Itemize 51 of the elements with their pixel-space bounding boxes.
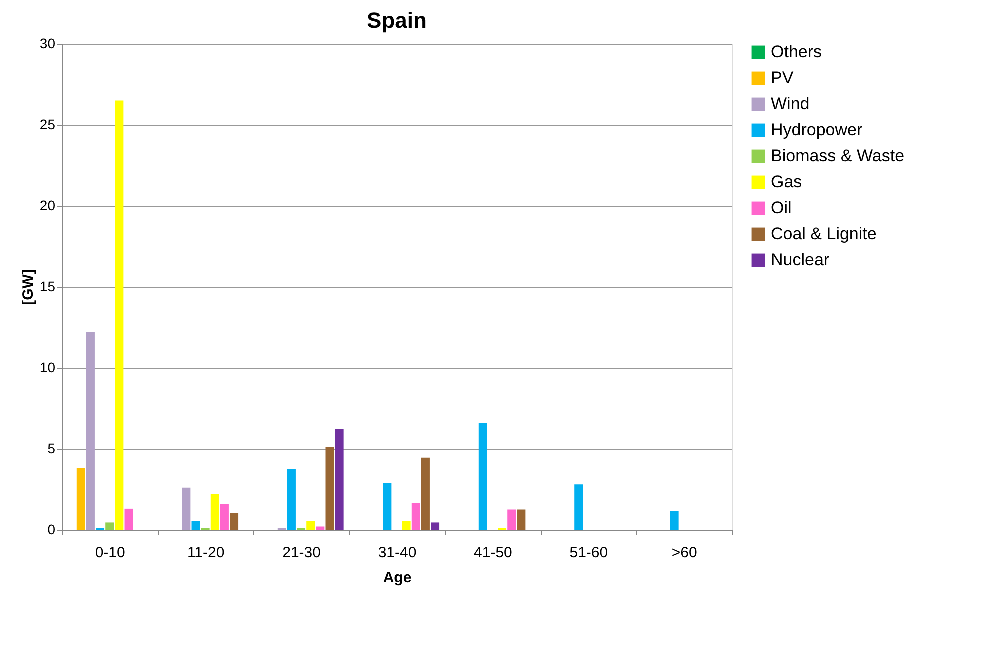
bar xyxy=(287,469,296,530)
x-tick-label: 31-40 xyxy=(378,544,417,562)
y-tick-label: 0 xyxy=(48,522,56,538)
bar xyxy=(478,423,488,530)
bar xyxy=(124,508,134,530)
legend-label: Others xyxy=(771,42,822,62)
x-tick-label: 51-60 xyxy=(570,544,608,562)
legend-label: Wind xyxy=(771,94,810,114)
bar xyxy=(192,521,200,530)
legend-label: PV xyxy=(771,68,794,88)
bar xyxy=(412,503,420,530)
x-tick-label: 41-50 xyxy=(474,544,512,562)
y-tick-label: 25 xyxy=(40,116,56,132)
bar xyxy=(230,512,239,530)
bar xyxy=(86,332,95,530)
bar xyxy=(326,447,334,530)
y-tick-label: 20 xyxy=(40,198,56,214)
bar xyxy=(402,521,411,530)
bar xyxy=(508,510,516,530)
y-tick-label: 10 xyxy=(40,360,56,376)
bar xyxy=(220,504,229,530)
y-tick-label: 15 xyxy=(40,278,56,294)
legend-label: Nuclear xyxy=(771,250,830,270)
bar xyxy=(574,484,584,530)
legend-label: Hydropower xyxy=(771,120,863,140)
bar xyxy=(106,522,114,530)
bar xyxy=(383,483,392,530)
chart-title: Spain xyxy=(367,8,427,33)
legend-label: Biomass & Waste xyxy=(771,146,905,166)
bar xyxy=(670,511,679,530)
bar xyxy=(421,458,430,530)
x-axis-title: Age xyxy=(383,570,412,586)
bar xyxy=(517,510,526,530)
y-tick-label: 5 xyxy=(48,440,56,456)
x-tick-label: >60 xyxy=(672,544,698,562)
x-tick-label: 0-10 xyxy=(95,544,126,562)
bar xyxy=(182,488,191,530)
legend-label: Oil xyxy=(771,198,792,218)
x-tick-label: 21-30 xyxy=(282,544,321,562)
x-tick-label: 11-20 xyxy=(187,544,225,562)
bar xyxy=(431,522,440,530)
bar xyxy=(76,468,86,530)
legend-label: Coal & Lignite xyxy=(771,224,877,244)
bar xyxy=(316,526,325,530)
bar xyxy=(210,494,220,530)
y-tick-label: 30 xyxy=(40,36,56,52)
bar xyxy=(306,521,316,530)
y-axis-title: [GW] xyxy=(20,270,37,306)
bar xyxy=(115,100,124,530)
legend-label: Gas xyxy=(771,172,802,192)
bar xyxy=(335,430,344,530)
